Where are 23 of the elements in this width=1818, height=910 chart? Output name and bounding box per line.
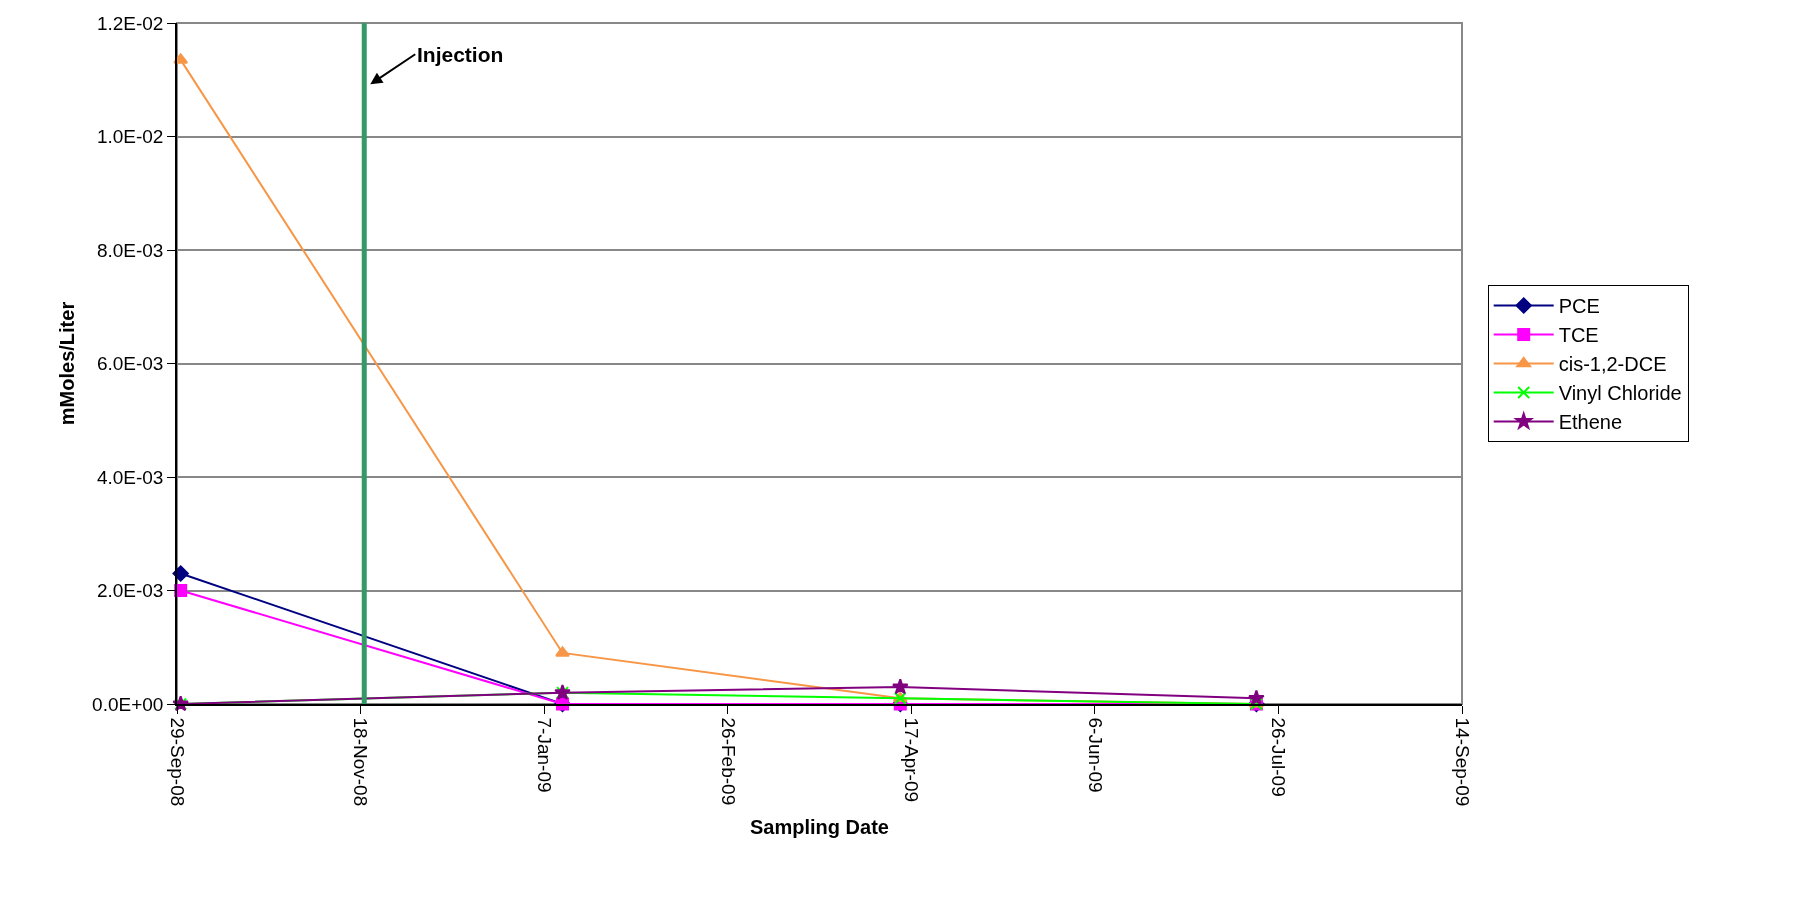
y-tick-label: 8.0E-03	[96, 239, 164, 261]
x-tick-label: 14-Sep-09	[1451, 717, 1473, 807]
ref-line-label: Injection	[417, 43, 504, 66]
y-tick-label: 6.0E-03	[96, 353, 164, 375]
y-tick-label: 0.0E+00	[92, 693, 164, 715]
legend-label: Ethene	[1558, 411, 1623, 434]
x-tick-label: 18-Nov-08	[350, 717, 372, 807]
y-tick-label: 2.0E-03	[96, 580, 164, 602]
y-tick-label: 1.2E-02	[96, 12, 164, 34]
x-tick-label: 29-Sep-08	[166, 717, 188, 807]
x-tick-label: 26-Jul-09	[1268, 717, 1290, 797]
y-tick-label: 1.0E-02	[96, 126, 164, 148]
legend-label: PCE	[1558, 295, 1600, 318]
legend-label: Vinyl Chloride	[1558, 382, 1682, 405]
x-tick-label: 26-Feb-09	[717, 717, 739, 806]
legend-label: cis-1,2-DCE	[1558, 353, 1667, 376]
x-axis-title: Sampling Date	[750, 816, 889, 839]
y-tick-label: 4.0E-03	[96, 466, 164, 488]
y-axis-title: mMoles/Liter	[56, 301, 79, 426]
x-tick-label: 6-Jun-09	[1084, 717, 1106, 793]
legend-label: TCE	[1558, 324, 1599, 347]
x-tick-label: 7-Jan-09	[533, 717, 555, 793]
x-tick-label: 17-Apr-09	[901, 717, 923, 803]
